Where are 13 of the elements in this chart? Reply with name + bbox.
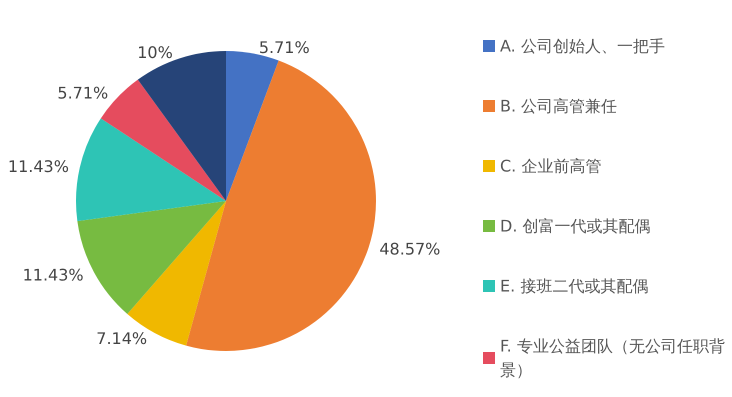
data-label: 11.43% bbox=[22, 265, 84, 284]
data-label: 5.71% bbox=[57, 84, 108, 103]
legend-label: A. 公司创始人、一把手 bbox=[500, 36, 665, 56]
data-label: 11.43% bbox=[8, 156, 69, 176]
data-label: 48.57% bbox=[379, 240, 440, 259]
data-label: 10% bbox=[137, 43, 173, 62]
data-label: 5.71% bbox=[258, 38, 310, 58]
legend-label: C. 企业前高管 bbox=[500, 156, 602, 176]
data-label: 7.14% bbox=[96, 328, 148, 348]
legend-label: E. 接班二代或其配偶 bbox=[500, 276, 648, 296]
legend-label: B. 公司高管兼任 bbox=[500, 96, 618, 116]
legend-label: D. 创富一代或其配偶 bbox=[500, 216, 650, 236]
legend-label: F. 专业公益团队（无公司任职背景） bbox=[500, 336, 725, 380]
